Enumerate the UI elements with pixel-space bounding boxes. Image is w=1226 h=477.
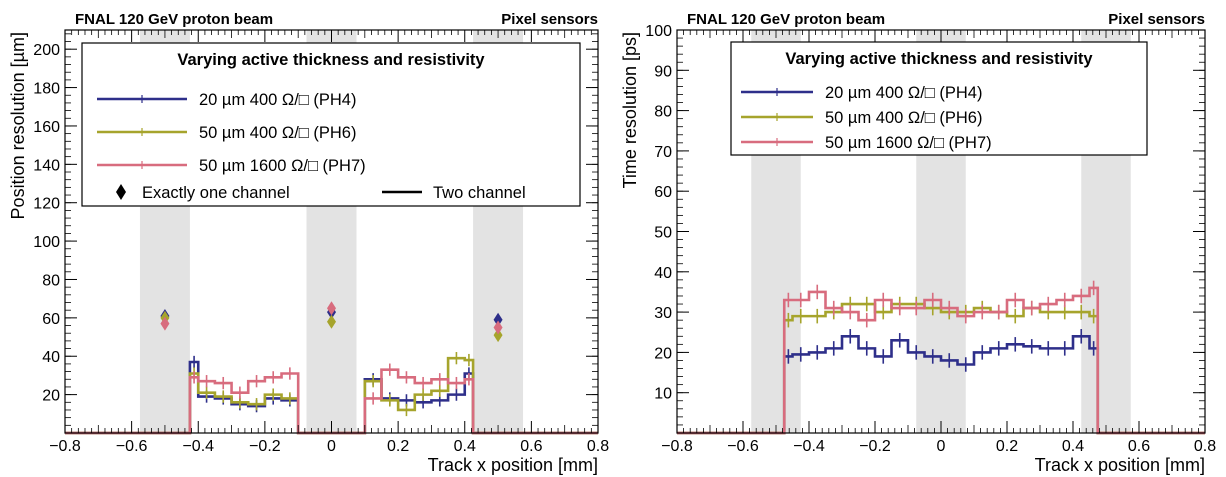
x-tick-label: 0.4 [1062,438,1084,455]
x-tick-label: −0.6 [116,438,148,455]
x-tick-label: 0 [937,438,946,455]
y-tick-label: 90 [654,63,672,80]
y-tick-label: 100 [645,23,672,40]
x-tick-label: −0.2 [859,438,891,455]
series-line-ph4 [677,334,1205,435]
y-tick-label: 60 [654,184,672,201]
single-channel-point-ph6 [493,328,503,343]
chart-panel-1: −0.8 −0.6 −0.4 −0.2 0 0.2 0.4 0.6 0.8 20 40 60 80 100… [8,11,609,475]
single-channel-point-ph4 [493,312,503,327]
x-tick-label: −0.4 [182,438,214,455]
x-tick-label: 0.2 [387,438,409,455]
y-tick-label: 50 [654,225,672,242]
x-tick-label: 0.4 [454,438,476,455]
legend-diamond-marker [116,184,126,200]
x-tick-label: −0.6 [727,438,759,455]
x-tick-label: −0.2 [249,438,281,455]
x-axis-label: Track x position [mm] [428,455,598,475]
y-tick-label: 40 [654,265,672,282]
legend-box [81,42,581,207]
legend-title: Varying active thickness and resistivity [785,50,1093,68]
y-tick-label: 80 [42,272,60,289]
single-channel-point-ph7 [493,320,503,335]
chart-title-right: Pixel sensors [1108,11,1205,28]
legend-label-ph7: 50 µm 1600 Ω/□ (PH7) [825,134,992,152]
y-tick-label: 120 [33,196,60,213]
y-tick-label: 70 [654,144,672,161]
legend-label-ph6: 50 µm 400 Ω/□ (PH6) [199,124,356,142]
y-tick-label: 100 [33,234,60,251]
y-tick-label: 60 [42,311,60,328]
legend-label-ph7: 50 µm 1600 Ω/□ (PH7) [199,157,366,175]
y-tick-label: 180 [33,81,60,98]
single-channel-point-ph7 [160,316,170,331]
chart-title-left: FNAL 120 GeV proton beam [687,11,885,28]
x-tick-label: −0.4 [793,438,825,455]
single-channel-point-ph7 [327,301,336,316]
x-axis-label: Track x position [mm] [1035,455,1205,475]
y-tick-label: 80 [654,104,672,121]
y-tick-label: 200 [33,42,60,59]
y-axis-label: Position resolution [µm] [8,32,28,219]
x-tick-label: −0.8 [661,438,693,455]
series-line-ph6 [677,302,1205,435]
y-tick-label: 20 [42,388,60,405]
y-tick-label: 20 [654,345,672,362]
y-tick-label: 140 [33,157,60,174]
chart-title-left: FNAL 120 GeV proton beam [75,11,273,28]
x-tick-label: 0.6 [1128,438,1150,455]
y-tick-label: 30 [654,305,672,322]
legend-label-one-channel: Exactly one channel [142,184,290,202]
legend-label-ph6: 50 µm 400 Ω/□ (PH6) [825,109,982,127]
single-channel-point-ph6 [327,314,336,329]
x-tick-label: 0.2 [996,438,1018,455]
x-tick-label: 0.8 [1194,438,1216,455]
legend-label-ph4: 20 µm 400 Ω/□ (PH4) [825,84,982,102]
y-tick-label: 10 [654,386,672,403]
chart-title-right: Pixel sensors [501,11,598,28]
legend-label-ph4: 20 µm 400 Ω/□ (PH4) [199,91,356,109]
x-tick-label: −0.8 [49,438,81,455]
x-tick-label: 0.6 [520,438,542,455]
y-tick-label: 160 [33,119,60,136]
legend-label-two-channel: Two channel [433,184,526,202]
chart-panel-2: −0.8 −0.6 −0.4 −0.2 0 0.2 0.4 0.6 0.8 10 20 30 40 50 6… [620,11,1216,475]
legend-box [730,41,1148,156]
legend-title: Varying active thickness and resistivity [177,51,485,69]
y-tick-label: 40 [42,349,60,366]
series-line-ph7 [677,286,1205,435]
y-axis-label: Time resolution [ps] [620,32,640,188]
x-tick-label: 0 [327,438,336,455]
x-tick-label: 0.8 [587,438,609,455]
